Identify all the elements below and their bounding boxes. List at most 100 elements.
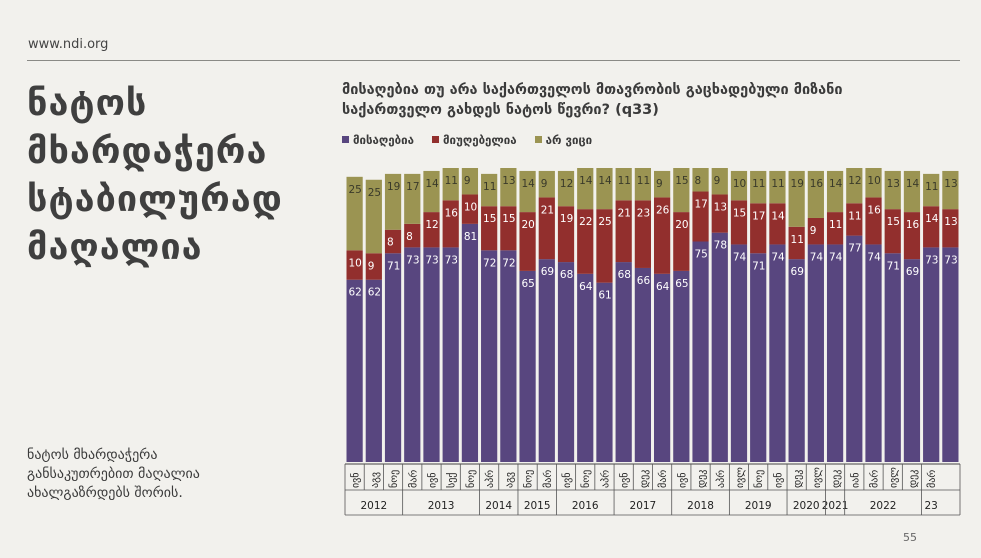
bar-segment-approve: [673, 270, 690, 462]
x-tick-label: აპრ: [599, 470, 611, 488]
bar-segment-disapprove: [846, 203, 863, 236]
data-label-dont-know: 13: [944, 178, 957, 190]
x-tick-label: დეკ: [639, 470, 650, 488]
bar-segment-disapprove: [346, 250, 363, 280]
data-label-approve: 68: [560, 269, 573, 281]
bar-segment-disapprove: [557, 206, 575, 263]
x-tick-label: ივლ: [889, 467, 900, 488]
data-label-disapprove: 8: [387, 237, 394, 249]
data-label-dont-know: 9: [714, 175, 721, 187]
bar-segment-approve: [596, 282, 613, 462]
data-label-approve: 71: [887, 260, 900, 272]
data-label-approve: 73: [925, 254, 938, 266]
bar-segment-disapprove: [384, 229, 402, 254]
bar-segment-disapprove: [461, 194, 479, 224]
bar-segment-disapprove: [769, 203, 786, 245]
bar-segment-disapprove: [730, 200, 748, 245]
data-label-dont-know: 14: [425, 178, 439, 190]
data-label-disapprove: 16: [906, 219, 920, 231]
data-label-approve: 74: [733, 251, 747, 263]
bar-segment-dont-know: [577, 168, 594, 210]
bar-segment-approve: [730, 244, 748, 462]
data-label-disapprove: 15: [887, 216, 900, 228]
data-label-approve: 71: [752, 260, 765, 272]
bar-segment-dont-know: [423, 170, 440, 213]
bar-segment-approve: [750, 253, 767, 462]
legend-label: მისაღებია: [353, 132, 414, 147]
bar-segment-disapprove: [807, 217, 824, 245]
data-label-dont-know: 11: [483, 181, 496, 193]
x-tick-label: ნოე: [523, 470, 535, 488]
x-tick-label: ნოე: [753, 470, 765, 488]
bar-segment-disapprove: [404, 223, 421, 248]
x-tick-label: დეკ: [793, 470, 804, 488]
bar-segment-disapprove: [884, 209, 901, 254]
data-label-approve: 69: [791, 266, 804, 278]
bar-segment-disapprove: [538, 197, 555, 260]
data-label-disapprove: 9: [810, 225, 817, 237]
bar-segment-dont-know: [615, 168, 632, 201]
year-group-label: 2016: [572, 500, 599, 512]
data-label-disapprove: 20: [675, 219, 688, 231]
bar-segment-approve: [538, 259, 555, 462]
data-label-approve: 74: [810, 251, 824, 263]
data-label-approve: 72: [502, 257, 515, 269]
bar-segment-disapprove: [788, 226, 805, 260]
bar-segment-approve: [615, 262, 632, 462]
data-label-dont-know: 11: [445, 175, 458, 187]
data-label-approve: 75: [694, 249, 707, 261]
bar-segment-dont-know: [500, 168, 517, 207]
footnote-line: ახალგაზრდებს შორის.: [27, 485, 183, 501]
data-label-disapprove: 13: [714, 201, 727, 213]
bar-segment-disapprove: [711, 194, 728, 233]
bar-segment-approve: [500, 250, 517, 462]
bar-segment-disapprove: [519, 212, 536, 271]
bar-segment-approve: [423, 247, 440, 462]
bar-segment-disapprove: [500, 206, 517, 251]
bar-segment-dont-know: [807, 170, 824, 218]
data-label-approve: 77: [848, 243, 861, 255]
year-group-label: 2021: [822, 500, 849, 512]
bar-segment-dont-know: [384, 173, 402, 230]
bar-segment-disapprove: [654, 197, 671, 274]
bar-segment-dont-know: [404, 173, 421, 224]
data-label-dont-know: 11: [752, 178, 765, 190]
bar-segment-dont-know: [846, 168, 863, 204]
data-label-disapprove: 15: [502, 213, 515, 225]
x-tick-label: ივნ: [619, 472, 631, 488]
data-label-disapprove: 15: [733, 207, 746, 219]
bar-segment-disapprove: [365, 253, 382, 280]
data-label-disapprove: 14: [925, 213, 939, 225]
bar-segment-dont-know: [903, 170, 921, 213]
x-tick-label: ივნ: [772, 472, 784, 488]
x-tick-label: მარ: [542, 470, 554, 488]
bar-segment-disapprove: [903, 212, 921, 260]
data-label-dont-know: 11: [771, 178, 784, 190]
data-label-approve: 78: [714, 240, 727, 252]
legend-swatch-approve: [342, 136, 349, 143]
data-label-dont-know: 9: [464, 175, 471, 187]
bar-segment-disapprove: [577, 209, 594, 274]
data-label-dont-know: 15: [675, 175, 688, 187]
data-label-disapprove: 20: [521, 219, 534, 231]
data-label-disapprove: 16: [867, 204, 881, 216]
data-label-dont-know: 14: [521, 178, 535, 190]
year-group-label: 2022: [870, 500, 897, 512]
data-label-disapprove: 23: [637, 207, 650, 219]
data-label-approve: 66: [637, 275, 651, 287]
data-label-dont-know: 11: [618, 175, 631, 187]
bar-segment-dont-know: [750, 170, 767, 204]
bar-segment-approve: [903, 259, 921, 462]
data-label-approve: 62: [349, 287, 362, 299]
data-label-disapprove: 8: [406, 231, 413, 243]
data-label-approve: 73: [944, 254, 957, 266]
data-label-approve: 74: [771, 251, 785, 263]
data-label-dont-know: 11: [925, 181, 938, 193]
year-group-label: 2014: [485, 500, 512, 512]
year-group-label: 2013: [428, 500, 455, 512]
data-label-approve: 64: [656, 281, 670, 293]
site-url[interactable]: www.ndi.org: [28, 37, 109, 52]
bar-segment-disapprove: [634, 200, 651, 268]
year-group-label: 2012: [360, 500, 387, 512]
